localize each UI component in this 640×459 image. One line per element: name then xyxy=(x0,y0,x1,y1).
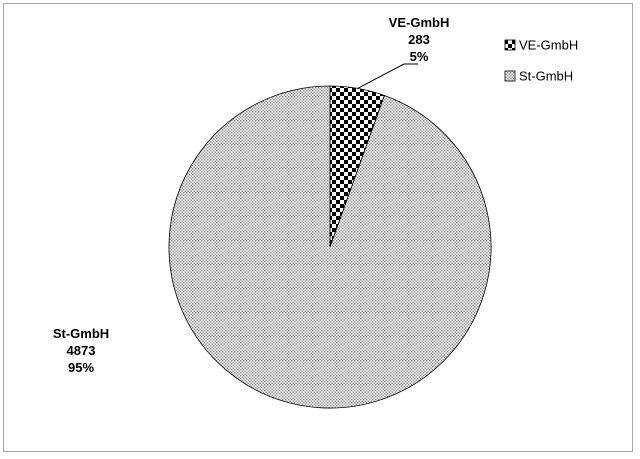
legend-swatch-st-gmbh xyxy=(504,70,516,82)
data-label-st-gmbh-name: St-GmbH xyxy=(53,326,109,341)
data-label-st-gmbh-value: 4873 xyxy=(67,343,96,358)
legend-label-ve-gmbh: VE-GmbH xyxy=(519,38,578,53)
leader-line-ve-gmbh xyxy=(357,63,418,89)
data-label-ve-gmbh-percent: 5% xyxy=(410,49,429,64)
legend-swatch-ve-gmbh xyxy=(504,39,516,51)
pie-slice-st-gmbh xyxy=(168,85,492,409)
data-label-ve-gmbh-value: 283 xyxy=(408,32,430,47)
data-label-st-gmbh-percent: 95% xyxy=(68,360,94,375)
legend-label-st-gmbh: St-GmbH xyxy=(519,69,573,84)
data-label-ve-gmbh-name: VE-GmbH xyxy=(389,15,450,30)
